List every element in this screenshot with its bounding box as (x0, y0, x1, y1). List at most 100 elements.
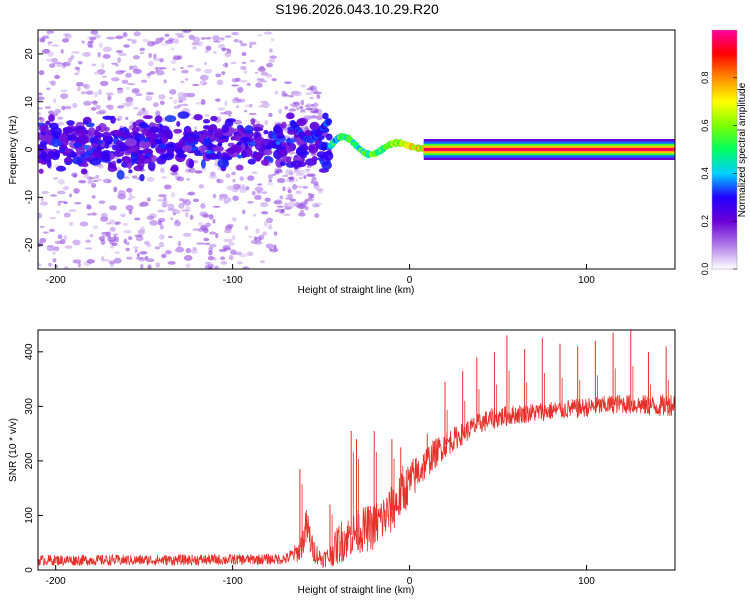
spectrogram-noise-speck (107, 95, 112, 101)
spectrogram-noise-speck (146, 40, 156, 47)
snr-x-tick-label: 100 (578, 576, 595, 587)
spectrogram-noise-speck (263, 220, 269, 227)
spectrogram-noise-speck (257, 183, 263, 186)
spectrogram-band-blob (263, 149, 273, 156)
spectrogram-noise-speck (203, 213, 210, 218)
colorbar-tick-label: 0.0 (700, 263, 710, 276)
spectrogram-noise-speck (200, 203, 206, 209)
spectrogram-noise-speck (260, 211, 269, 215)
spectrogram-noise-speck (251, 190, 256, 196)
spectrogram-noise-speck (208, 213, 214, 220)
spectrogram-noise-speck (284, 106, 289, 110)
spectrogram-noise-speck (158, 94, 166, 100)
spectrogram-noise-speck (292, 104, 298, 108)
spectrogram-noise-speck (313, 180, 319, 186)
spectrogram-noise-speck (308, 115, 318, 119)
spectrogram-noise-speck (110, 245, 114, 249)
spectrogram-noise-speck (248, 235, 253, 238)
spectrogram-y-tick-label: 10 (24, 96, 35, 108)
spectrogram-noise-speck (284, 81, 292, 84)
spectrogram-band-blob (254, 151, 262, 162)
spectrogram-noise-speck (209, 243, 217, 248)
spectrogram-noise-speck (45, 58, 52, 63)
spectrogram-noise-speck (289, 198, 296, 202)
spectrogram-noise-speck (244, 104, 252, 107)
spectrogram-noise-speck (287, 94, 295, 98)
spectrogram-noise-speck (268, 112, 273, 117)
spectrogram-noise-speck (164, 33, 170, 38)
spectrogram-noise-speck (161, 43, 169, 46)
spectrogram-y-tick-label: -10 (24, 190, 35, 205)
spectrogram-noise-speck (283, 202, 288, 208)
spectrogram-band-blob (235, 164, 244, 171)
spectrogram-band-blob (286, 112, 295, 120)
spectrogram-noise-speck (91, 195, 96, 199)
spectrogram-noise-speck (91, 212, 97, 216)
spectrogram-x-tick-label: -100 (223, 275, 243, 286)
spectrogram-noise-speck (182, 30, 192, 33)
spectrogram-noise-speck (172, 67, 176, 71)
spectrogram-band-blob (296, 138, 305, 146)
spectrogram-noise-speck (253, 236, 257, 241)
spectrogram-trace-point (325, 118, 332, 126)
spectrogram-band-blob (177, 111, 190, 119)
spectrogram-noise-speck (306, 103, 313, 109)
spectrogram-noise-speck (281, 93, 289, 98)
snr-x-label: Height of straight line (km) (298, 585, 415, 596)
spectrogram-noise-speck (158, 194, 167, 198)
spectrogram-band-blob (167, 147, 175, 155)
spectrogram-noise-speck (208, 174, 217, 179)
spectrogram-band-blob (63, 126, 75, 134)
spectrogram-noise-speck (132, 68, 142, 74)
spectrogram-noise-speck (294, 91, 303, 97)
spectrogram-noise-speck (61, 105, 66, 111)
colorbar: 0.0 0.2 0.4 0.6 0.8 Normalized spectral ampl… (700, 29, 748, 276)
spectrogram-noise-speck (57, 234, 63, 240)
spectrogram-noise-speck (116, 87, 124, 90)
spectrogram-noise-speck (159, 224, 164, 230)
spectrogram-noise-speck (254, 71, 259, 74)
spectrogram-noise-speck (254, 186, 264, 192)
spectrogram-noise-speck (68, 209, 77, 212)
spectrogram-noise-speck (114, 251, 120, 255)
spectrogram-noise-speck (39, 237, 47, 244)
spectrogram-noise-speck (239, 176, 244, 181)
spectrogram-noise-speck (311, 153, 317, 156)
spectrogram-noise-speck (159, 100, 165, 106)
spectrogram-noise-speck (217, 107, 226, 111)
spectrogram-noise-speck (204, 242, 211, 246)
spectrogram-noise-speck (306, 169, 310, 174)
spectrogram-band-blob (63, 157, 73, 163)
spectrogram-noise-speck (60, 93, 69, 99)
spectrogram-noise-speck (241, 52, 247, 57)
spectrogram-noise-speck (121, 102, 128, 107)
spectrogram-noise-speck (185, 211, 189, 218)
spectrogram-noise-speck (38, 242, 44, 247)
spectrogram-noise-speck (265, 243, 274, 249)
spectrogram-noise-speck (200, 224, 207, 231)
spectrogram-noise-speck (224, 51, 231, 58)
spectrogram-band-blob (290, 160, 303, 168)
spectrogram-noise-speck (240, 42, 248, 47)
spectrogram-noise-speck (288, 108, 297, 112)
spectrogram-band-blob (128, 169, 133, 174)
spectrogram-band-blob (147, 161, 156, 171)
spectrogram-noise-speck (311, 176, 317, 181)
spectrogram-noise-speck (216, 115, 222, 119)
spectrogram-band-blob (193, 113, 203, 121)
spectrogram-noise-speck (222, 245, 231, 250)
spectrogram-band-blob (102, 115, 114, 120)
spectrogram-band-blob (277, 148, 286, 157)
spectrogram-noise-speck (149, 219, 159, 226)
spectrogram-noise-speck (145, 258, 155, 263)
spectrogram-noise-speck (237, 86, 244, 93)
spectrogram-noise-speck (77, 262, 81, 268)
spectrogram-noise-speck (67, 57, 73, 63)
spectrogram-noise-speck (318, 112, 323, 116)
spectrogram-x-label: Height of straight line (km) (298, 285, 415, 296)
spectrogram-noise-speck (313, 91, 323, 95)
spectrogram-noise-speck (309, 96, 314, 100)
spectrogram-noise-speck (158, 217, 166, 223)
spectrogram-noise-speck (180, 209, 190, 212)
spectrogram-noise-speck (186, 65, 194, 68)
